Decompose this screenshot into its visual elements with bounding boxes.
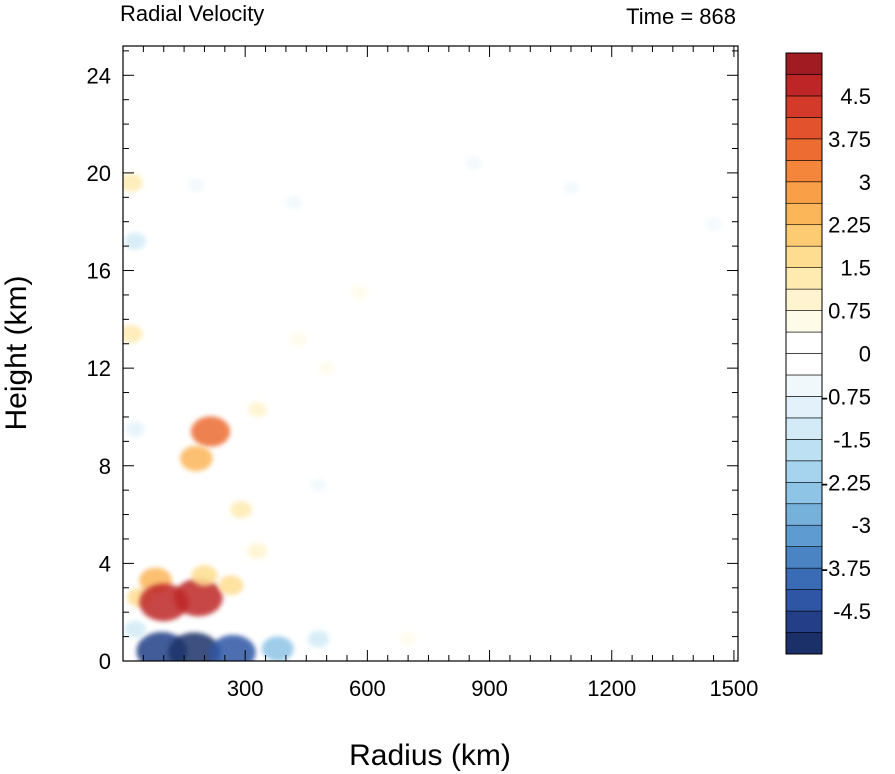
y-axis-ticks: 0 4 8 12 16 20 24 [87,50,738,674]
velocity-feature-26 [465,156,482,170]
velocity-feature-3 [261,636,294,661]
plot-area: 300 600 900 1200 1500 0 4 8 12 16 20 24 [87,45,758,701]
colorbar-swatch [785,396,823,419]
velocity-feature-2 [210,634,256,661]
velocity-feature-20 [123,324,143,344]
x-axis-label: Radius (km) [349,739,511,772]
colorbar-swatch [785,589,823,612]
velocity-feature-13 [230,501,252,519]
y-tick-label: 16 [87,259,111,284]
colorbar-tick-label: -0.75 [821,384,871,409]
y-tick-label: 20 [87,161,111,186]
velocity-feature-4 [307,630,330,648]
colorbar-swatch [785,245,823,268]
x-tick-label: 600 [349,676,386,701]
velocity-feature-28 [705,217,722,231]
x-axis-ticks: 300 600 900 1200 1500 [142,46,758,701]
colorbar-swatch [785,95,823,118]
velocity-feature-11 [218,575,244,596]
colorbar-tick-label: 2.25 [828,213,871,238]
x-tick-label: 1200 [587,676,636,701]
colorbar-swatch [785,52,823,75]
colorbar-swatch [785,524,823,547]
velocity-feature-27 [563,181,579,194]
colorbar-tick-label: -4.5 [833,599,871,624]
y-tick-label: 24 [87,63,111,88]
plot-frame [122,45,739,662]
velocity-feature-18 [350,285,368,300]
velocity-feature-24 [187,178,205,192]
colorbar-swatch [785,202,823,226]
colorbar-swatch [785,331,823,354]
velocity-field [123,156,722,661]
colorbar-swatch [785,181,823,204]
colorbar-swatch [785,224,823,247]
velocity-feature-1 [168,632,221,661]
colorbar-swatch [785,610,823,633]
colorbar-tick-label: -3.75 [821,556,871,581]
colorbar-tick-label: 4.5 [840,84,871,109]
velocity-feature-22 [126,421,145,437]
velocity-feature-9 [173,578,223,617]
colorbar-tick-label: 0.75 [828,299,871,324]
colorbar-swatch [785,481,823,505]
colorbar-swatch [785,374,823,397]
colorbar-swatch [785,632,823,655]
colorbar-swatch [785,546,823,569]
chart-time-label: Time = 868 [626,4,736,29]
y-axis-label: Height (km) [0,275,33,430]
colorbar-swatch [785,417,823,440]
colorbar-tick-label: 3.75 [828,127,871,152]
velocity-feature-21 [123,173,143,192]
colorbar-swatch [785,439,823,462]
colorbar-swatch [785,288,823,311]
x-tick-label: 1500 [709,676,758,701]
colorbar-swatch [785,160,823,183]
colorbar-tick-label: -2.25 [821,470,871,495]
plot-background [123,46,738,661]
colorbar-swatch [785,117,823,140]
velocity-feature-19 [318,361,335,375]
y-tick-label: 4 [99,551,111,576]
velocity-feature-17 [289,331,307,346]
colorbar-tick-label: -3 [851,513,871,538]
colorbar-tick-label: 0 [859,342,871,367]
colorbar-swatch [785,267,823,290]
velocity-feature-15 [179,445,213,472]
colorbar-frame [785,52,823,655]
colorbar-swatch [785,503,823,526]
x-tick-label: 900 [471,676,508,701]
y-tick-label: 0 [99,649,111,674]
colorbar-swatch [785,310,823,333]
velocity-feature-30 [400,632,417,646]
velocity-feature-23 [124,232,147,250]
x-tick-label: 300 [227,676,264,701]
velocity-feature-10 [191,565,218,586]
colorbar-swatch [785,567,823,590]
colorbar-tick-label: 3 [859,170,871,195]
y-tick-label: 12 [87,356,111,381]
colorbar-tick-label: -1.5 [833,427,871,452]
velocity-feature-5 [124,620,147,638]
velocity-feature-16 [247,401,268,418]
colorbar-swatch [785,138,823,161]
chart-title: Radial Velocity [120,1,264,26]
velocity-feature-14 [190,416,231,447]
colorbar-swatch [785,460,823,483]
velocity-feature-12 [247,543,268,560]
colorbar: 4.5 3.75 3 2.25 1.5 0.75 0 -0.75 -1.5 -2.25 -3 -3.7… [785,52,871,655]
colorbar-swatch [785,353,823,376]
colorbar-swatch [785,74,823,97]
y-tick-label: 8 [99,454,111,479]
velocity-feature-25 [285,195,303,209]
velocity-feature-29 [310,478,327,492]
colorbar-tick-label: 1.5 [840,256,871,281]
